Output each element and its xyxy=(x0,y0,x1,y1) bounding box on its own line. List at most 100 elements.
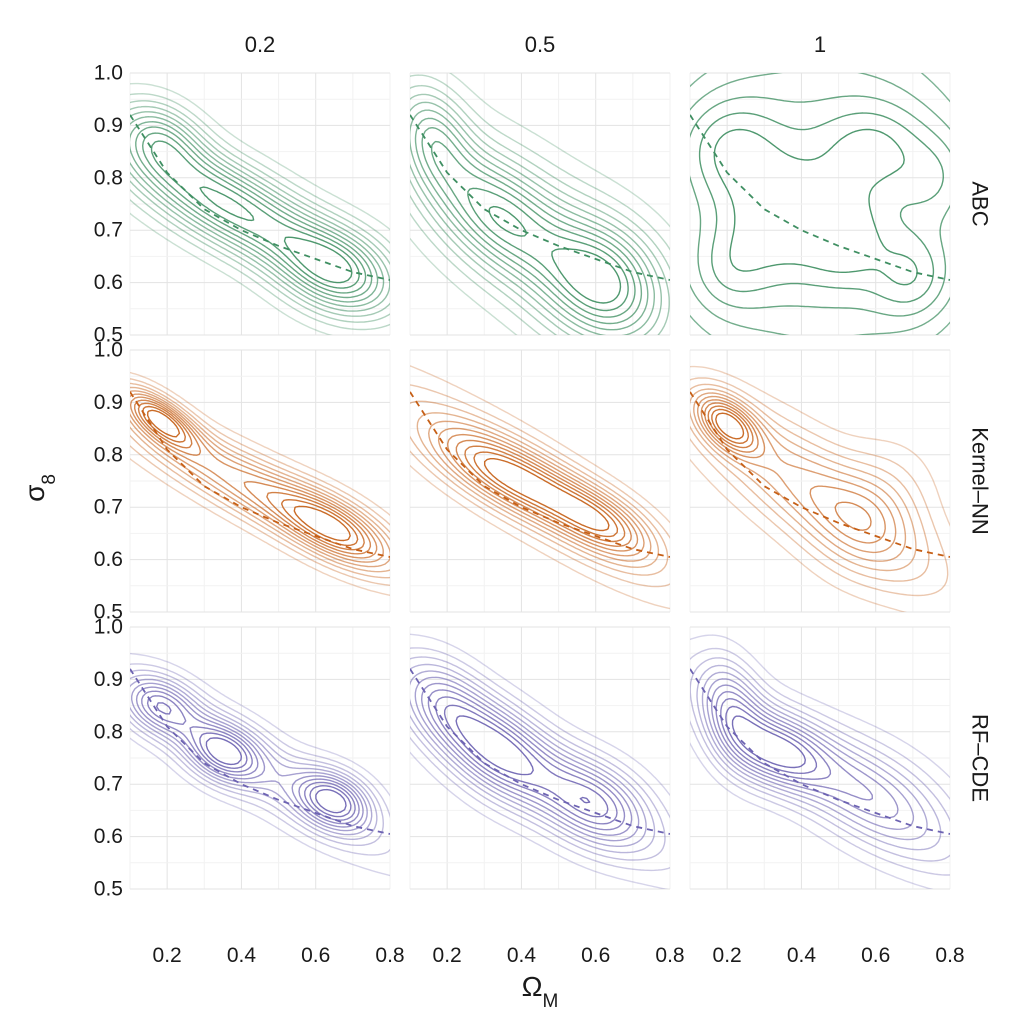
contour-line xyxy=(130,393,384,563)
contour-line xyxy=(690,383,930,582)
contour-line xyxy=(484,458,610,532)
density-contours xyxy=(130,371,390,596)
contour-line xyxy=(130,100,390,323)
contour-line xyxy=(130,111,390,312)
reference-curve xyxy=(410,114,670,281)
contour-line xyxy=(416,412,660,568)
contour-line xyxy=(150,140,360,289)
contour-line xyxy=(130,93,390,331)
contour-line xyxy=(410,84,670,335)
contour-line xyxy=(410,663,656,854)
contour-line xyxy=(130,378,390,586)
facet-panel xyxy=(409,349,671,613)
contour-line xyxy=(690,657,950,862)
y-tick-label: 0.7 xyxy=(94,219,123,242)
y-tick-label: 0.6 xyxy=(94,548,123,571)
contour-line xyxy=(421,682,633,836)
contour-line xyxy=(690,95,950,317)
x-axis-title: ΩM xyxy=(522,971,559,1012)
contour-line xyxy=(130,669,384,846)
contour-line xyxy=(711,684,899,819)
y-tick-label: 0.8 xyxy=(94,720,123,743)
reference-curve xyxy=(410,391,670,558)
x-tick-label: 0.6 xyxy=(861,944,890,967)
contour-line xyxy=(156,702,352,818)
reference-curve xyxy=(690,114,950,281)
y-tick-label: 1.0 xyxy=(94,339,123,362)
contour-line xyxy=(142,132,367,294)
panel-grid xyxy=(689,349,951,613)
row-strip-label: ABC xyxy=(968,181,993,226)
y-tick-label: 0.9 xyxy=(94,391,123,414)
facet-panel xyxy=(409,72,671,336)
contour-line xyxy=(700,399,886,544)
contour-line xyxy=(427,689,626,831)
y-tick-label: 0.9 xyxy=(94,668,123,691)
contour-line xyxy=(130,674,378,840)
contour-line xyxy=(447,433,639,552)
contour-line xyxy=(410,647,670,872)
contour-line xyxy=(696,664,942,851)
panels-layer xyxy=(129,72,951,890)
column-strip-label: 0.2 xyxy=(245,32,276,57)
contour-line xyxy=(725,705,818,774)
contour-line xyxy=(135,126,373,299)
contour-line xyxy=(410,74,670,335)
contour-line xyxy=(706,678,915,830)
contour-line xyxy=(147,409,351,542)
x-tick-label: 0.2 xyxy=(153,944,182,967)
density-contours xyxy=(130,82,390,335)
y-tick-label: 0.6 xyxy=(94,825,123,848)
y-tick-label: 0.8 xyxy=(94,443,123,466)
contour-line xyxy=(130,386,390,573)
contour-line xyxy=(690,377,949,597)
y-tick-label: 0.7 xyxy=(94,773,123,796)
contour-line xyxy=(690,647,950,876)
facet-panel xyxy=(409,626,671,890)
y-tick-label: 0.5 xyxy=(94,324,123,347)
reference-curve xyxy=(130,114,390,281)
contour-line xyxy=(205,737,347,814)
contour-line xyxy=(690,73,950,335)
contour-line xyxy=(435,696,618,825)
contour-line xyxy=(131,682,368,832)
y-axis-symbol: σ xyxy=(19,485,50,502)
facet-panel xyxy=(129,349,391,613)
contour-line xyxy=(410,670,647,847)
density-contours xyxy=(410,73,670,335)
x-axis-symbol: Ω xyxy=(522,971,543,1002)
x-tick-label: 0.2 xyxy=(713,944,742,967)
density-contours xyxy=(690,73,950,335)
x-tick-label: 0.4 xyxy=(787,944,817,967)
contour-line xyxy=(410,73,670,335)
y-axis-subscript: 8 xyxy=(39,474,60,485)
contour-line xyxy=(421,127,643,325)
contour-line xyxy=(715,412,745,440)
x-tick-label: 0.8 xyxy=(375,944,404,967)
reference-curve xyxy=(690,668,950,835)
contour-line xyxy=(130,663,390,856)
contour-line xyxy=(467,187,629,312)
facet-panel xyxy=(689,349,951,613)
contour-line xyxy=(130,652,390,877)
contour-line xyxy=(410,656,666,861)
contour-line xyxy=(707,405,754,449)
contour-line xyxy=(473,451,619,538)
contour-line xyxy=(701,671,928,841)
contour-line xyxy=(713,128,918,286)
x-tick-label: 0.8 xyxy=(655,944,684,967)
contour-line xyxy=(130,371,390,596)
contour-line xyxy=(414,117,649,331)
density-contours xyxy=(410,365,670,610)
contour-line xyxy=(130,396,378,559)
contour-line xyxy=(410,400,669,576)
facet-strips: 0.2 0.5 1 ABC Kernel–NN RF–CDE xyxy=(245,32,993,802)
row-strip-label: RF–CDE xyxy=(968,714,993,802)
density-contours xyxy=(690,365,950,612)
contour-line xyxy=(455,715,591,804)
contour-line xyxy=(443,704,609,818)
facet-panel xyxy=(129,626,391,890)
reference-curve xyxy=(130,668,390,835)
contour-line xyxy=(690,365,950,612)
contour-line xyxy=(715,691,873,801)
